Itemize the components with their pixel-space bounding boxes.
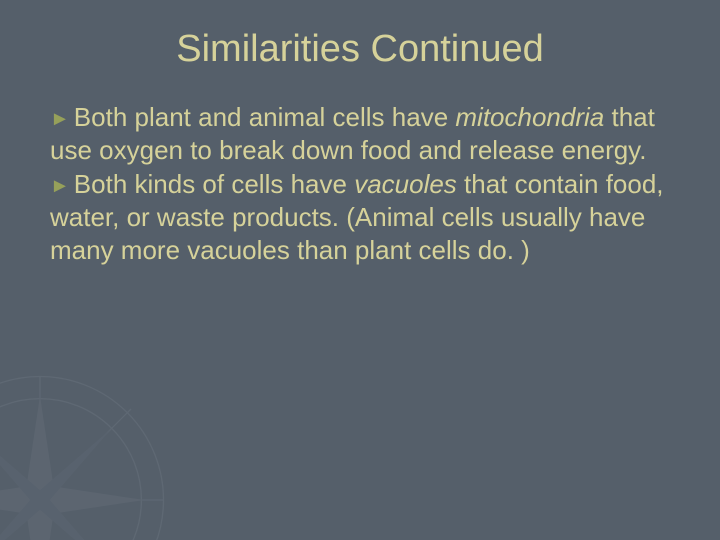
bullet-italic-term: mitochondria (455, 102, 604, 132)
bullet-text-pre: plant and animal cells have (135, 102, 456, 132)
bullet-italic-term: vacuoles (354, 169, 457, 199)
bullet-item: ►Both kinds of cells have vacuoles that … (50, 168, 672, 268)
bullet-arrow-icon: ► (50, 174, 70, 200)
bullet-arrow-icon: ► (50, 107, 70, 133)
bullet-lead: Both (74, 102, 135, 132)
slide: Similarities Continued ►Both plant and a… (0, 0, 720, 540)
compass-decoration (0, 370, 170, 540)
bullet-lead: Both (74, 169, 135, 199)
bullet-item: ►Both plant and animal cells have mitoch… (50, 101, 672, 168)
slide-body: ►Both plant and animal cells have mitoch… (48, 101, 672, 267)
slide-title: Similarities Continued (48, 28, 672, 71)
bullet-text-pre: kinds of cells have (135, 169, 355, 199)
